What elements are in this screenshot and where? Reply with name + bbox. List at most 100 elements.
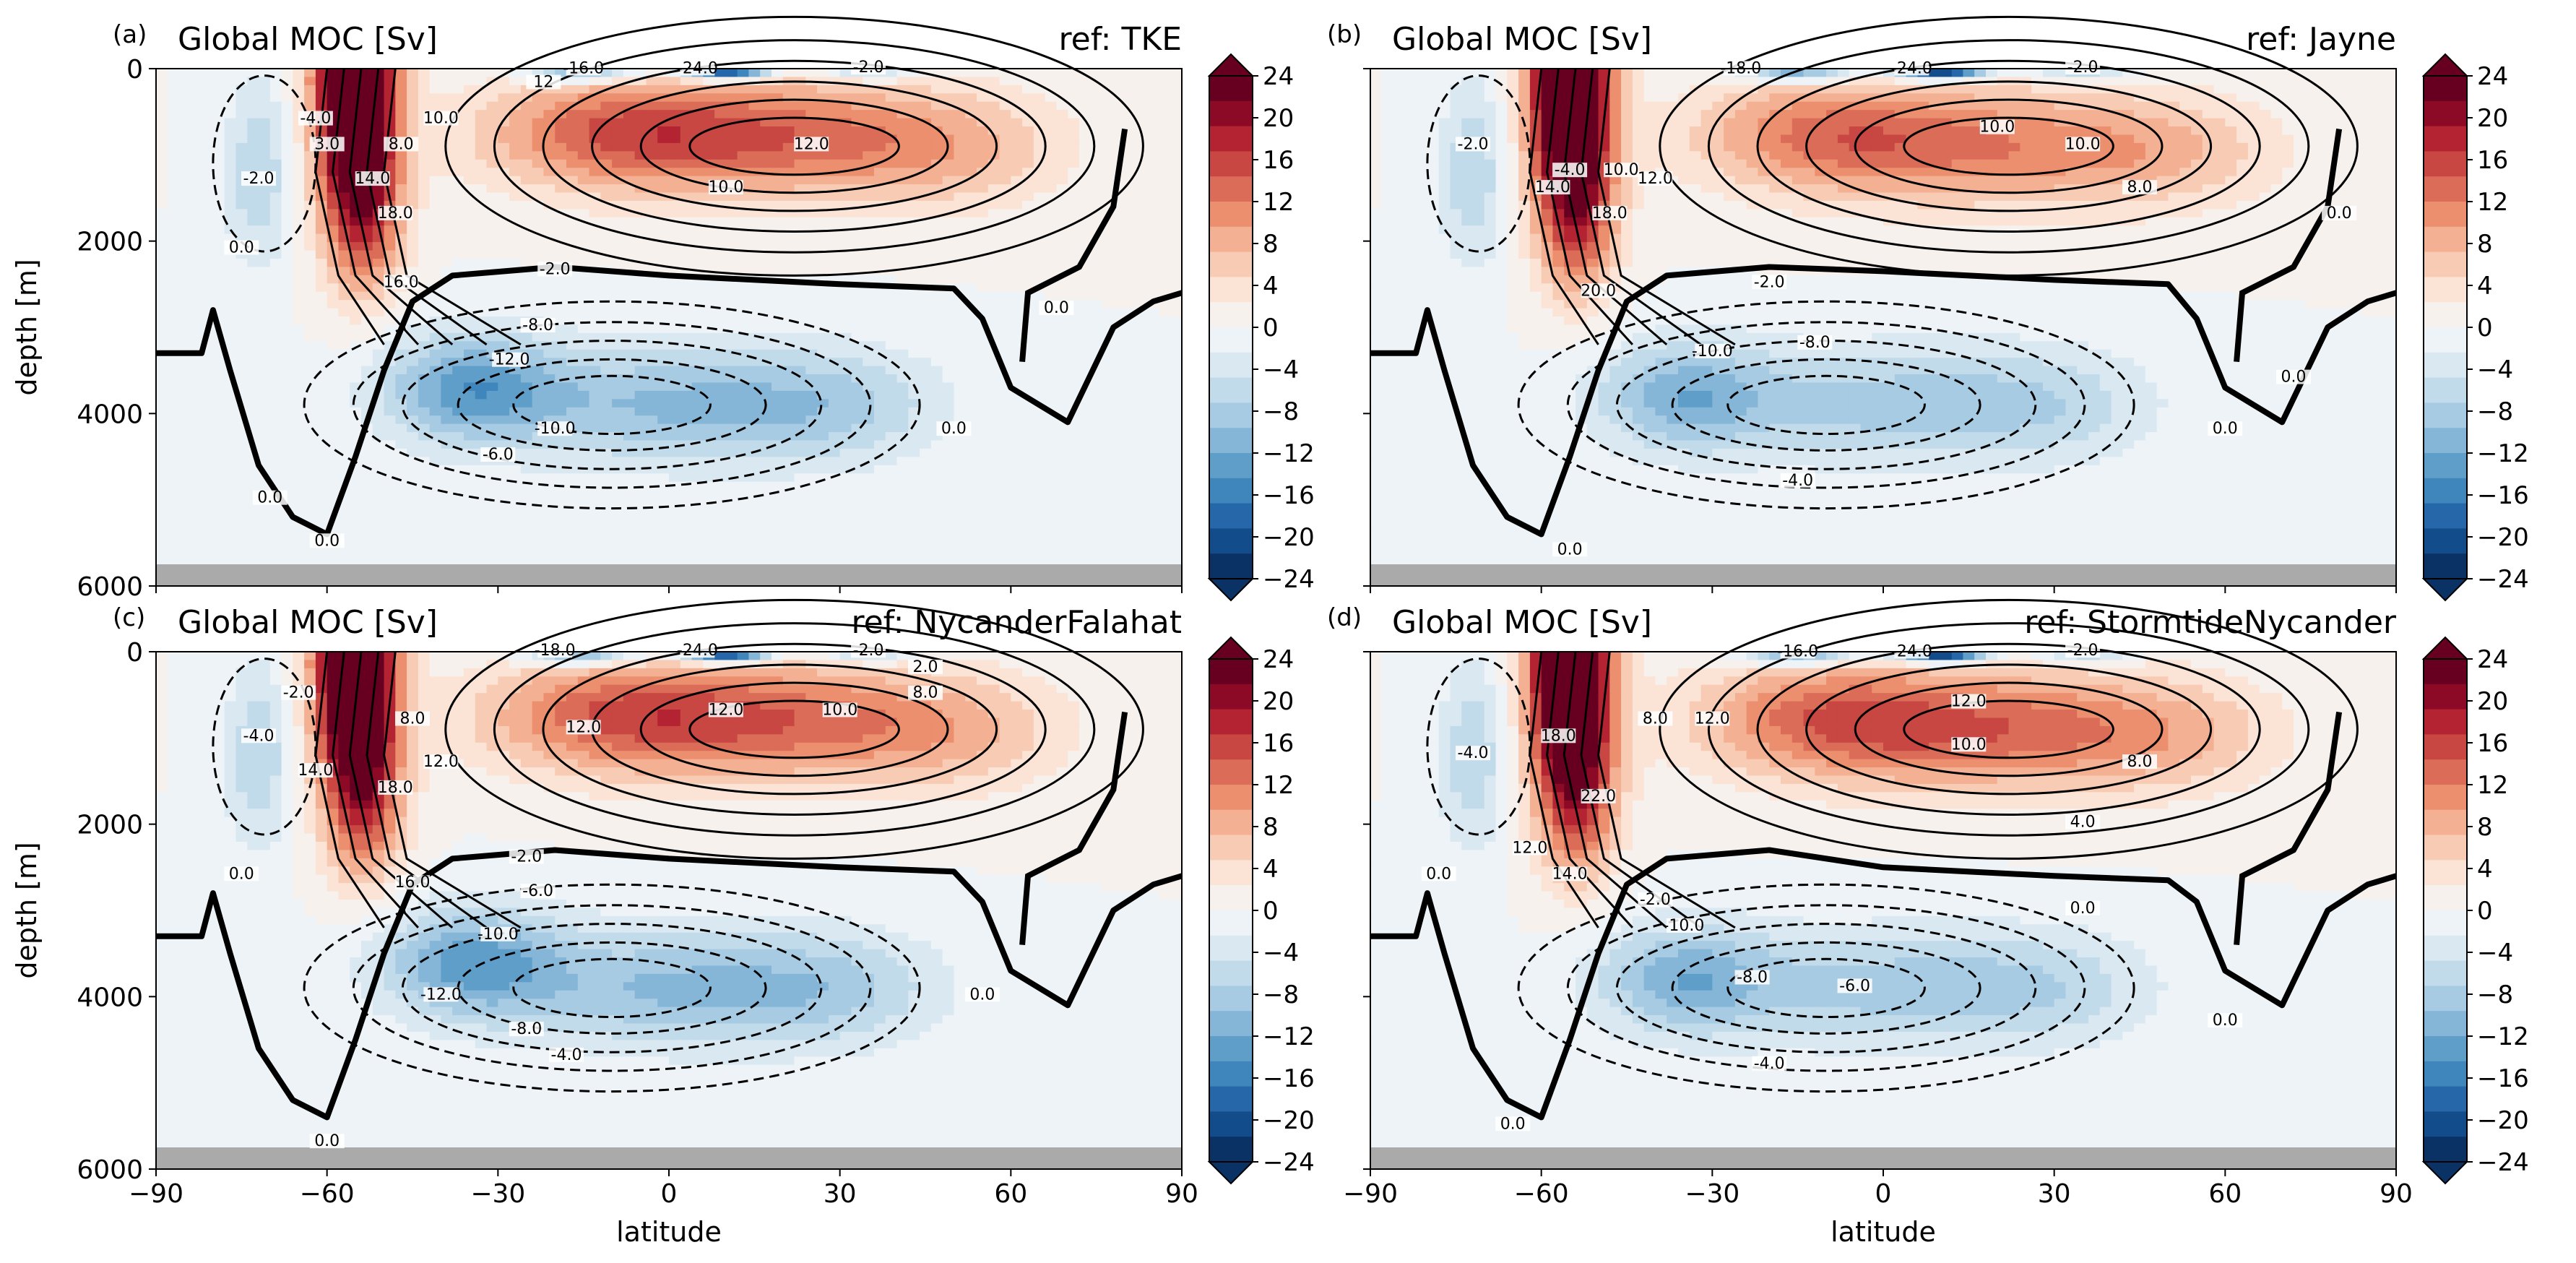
field-cell xyxy=(384,242,396,251)
field-cell xyxy=(521,259,532,267)
field-cell xyxy=(646,309,657,317)
field-cell xyxy=(1148,102,1159,111)
field-cell xyxy=(1000,209,1011,217)
field-cell xyxy=(156,69,168,77)
field-cell xyxy=(931,473,943,482)
field-cell xyxy=(1091,176,1102,185)
field-cell xyxy=(1148,382,1159,391)
field-cell xyxy=(235,441,247,449)
field-cell xyxy=(521,275,532,284)
field-cell xyxy=(1125,391,1136,400)
field-cell xyxy=(1079,424,1091,433)
field-cell xyxy=(202,408,213,416)
field-cell xyxy=(213,366,225,375)
field-cell xyxy=(1000,110,1011,118)
field-cell xyxy=(452,324,464,333)
field-cell xyxy=(338,118,350,127)
field-cell xyxy=(407,391,418,400)
field-cell xyxy=(1011,441,1022,449)
field-cell xyxy=(282,391,293,400)
field-cell xyxy=(156,300,168,309)
field-cell xyxy=(840,69,852,77)
field-cell xyxy=(179,69,191,77)
field-cell xyxy=(920,134,931,143)
field-cell xyxy=(1170,234,1182,243)
field-cell xyxy=(840,341,852,350)
field-cell xyxy=(1045,391,1057,400)
field-cell xyxy=(1136,69,1148,77)
field-cell xyxy=(225,118,236,127)
field-cell xyxy=(338,408,350,416)
field-cell xyxy=(168,408,179,416)
field-cell xyxy=(805,193,817,202)
field-cell xyxy=(1034,217,1045,226)
field-cell xyxy=(338,424,350,433)
field-cell xyxy=(657,251,669,259)
field-cell xyxy=(669,283,680,292)
field-cell xyxy=(635,391,647,400)
field-cell xyxy=(829,350,840,358)
field-cell xyxy=(977,151,988,160)
field-cell xyxy=(851,93,863,102)
field-cell xyxy=(897,168,909,176)
field-cell xyxy=(1000,292,1011,301)
field-cell xyxy=(874,110,886,118)
field-cell xyxy=(235,316,247,325)
field-cell xyxy=(282,217,293,226)
field-cell xyxy=(202,93,213,102)
field-cell xyxy=(282,168,293,176)
field-cell xyxy=(475,432,487,441)
field-cell xyxy=(908,457,920,465)
field-cell xyxy=(202,184,213,193)
field-cell xyxy=(771,217,783,226)
field-cell xyxy=(863,77,874,85)
field-cell xyxy=(270,143,282,152)
field-cell xyxy=(1136,449,1148,457)
field-cell xyxy=(578,473,589,482)
field-cell xyxy=(293,465,304,474)
field-cell xyxy=(600,217,612,226)
field-cell xyxy=(247,225,259,234)
field-cell xyxy=(1159,259,1170,267)
field-cell xyxy=(657,309,669,317)
field-cell xyxy=(669,408,680,416)
field-cell xyxy=(1000,449,1011,457)
field-cell xyxy=(795,382,806,391)
field-cell xyxy=(532,449,544,457)
field-cell xyxy=(771,292,783,301)
field-cell xyxy=(954,251,965,259)
field-cell xyxy=(1034,350,1045,358)
field-cell xyxy=(1022,251,1034,259)
field-cell xyxy=(589,457,601,465)
field-cell xyxy=(897,350,909,358)
field-cell xyxy=(361,217,373,226)
field-cell xyxy=(623,193,635,202)
field-cell xyxy=(1170,449,1182,457)
field-cell xyxy=(327,316,339,325)
field-cell xyxy=(1113,292,1125,301)
field-cell xyxy=(407,251,418,259)
field-cell xyxy=(1170,309,1182,317)
field-cell xyxy=(635,225,647,234)
field-cell xyxy=(908,432,920,441)
field-cell xyxy=(1113,441,1125,449)
field-cell xyxy=(316,341,327,350)
field-cell xyxy=(247,85,259,94)
field-cell xyxy=(373,134,384,143)
field-cell xyxy=(361,391,373,400)
field-cell xyxy=(703,292,714,301)
field-cell xyxy=(487,69,498,77)
field-cell xyxy=(190,69,202,77)
field-cell xyxy=(646,85,657,94)
field-cell xyxy=(1113,457,1125,465)
field-cell xyxy=(977,110,988,118)
field-cell xyxy=(1068,193,1079,202)
field-cell xyxy=(977,408,988,416)
field-cell xyxy=(897,457,909,465)
field-cell xyxy=(920,350,931,358)
field-cell xyxy=(760,300,771,309)
field-cell xyxy=(965,441,977,449)
field-cell xyxy=(270,259,282,267)
field-cell xyxy=(270,209,282,217)
field-cell xyxy=(179,283,191,292)
